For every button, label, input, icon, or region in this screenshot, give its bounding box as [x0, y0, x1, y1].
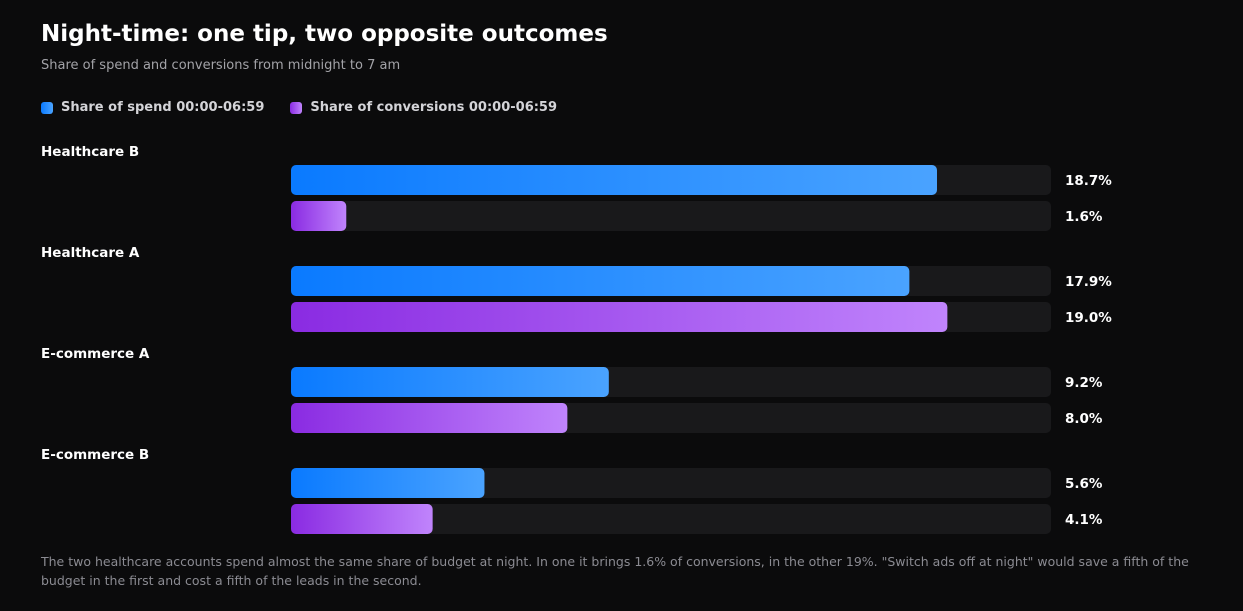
value-label-conversions-healthcare-b: 1.6%: [1065, 209, 1103, 225]
category-label-healthcare-a: Healthcare A: [41, 245, 140, 261]
bar-spend-e-commerce-b: [291, 468, 485, 498]
bar-conversions-healthcare-b: [291, 201, 347, 231]
legend-swatch-conversions: [290, 101, 303, 114]
value-label-conversions-e-commerce-a: 8.0%: [1065, 411, 1103, 427]
bar-track: [291, 504, 1051, 534]
bar-spend-healthcare-a: [291, 266, 910, 296]
value-label-spend-healthcare-a: 17.9%: [1065, 274, 1112, 290]
bar-spend-healthcare-b: [291, 165, 937, 195]
bar-spend-e-commerce-a: [291, 367, 609, 397]
chart-footnote: The two healthcare accounts spend almost…: [41, 554, 1189, 588]
value-label-conversions-e-commerce-b: 4.1%: [1065, 512, 1103, 528]
value-label-spend-e-commerce-a: 9.2%: [1065, 375, 1103, 391]
chart-title: Night-time: one tip, two opposite outcom…: [41, 21, 608, 47]
value-label-spend-e-commerce-b: 5.6%: [1065, 476, 1103, 492]
category-label-e-commerce-a: E-commerce A: [41, 346, 150, 362]
bar-conversions-e-commerce-b: [291, 504, 433, 534]
category-label-healthcare-b: Healthcare B: [41, 144, 139, 160]
bar-conversions-healthcare-a: [291, 302, 948, 332]
category-label-e-commerce-b: E-commerce B: [41, 447, 149, 463]
value-label-conversions-healthcare-a: 19.0%: [1065, 310, 1112, 326]
bar-conversions-e-commerce-a: [291, 403, 568, 433]
value-label-spend-healthcare-b: 18.7%: [1065, 173, 1112, 189]
legend-item-spend: Share of spend 00:00-06:59: [41, 100, 264, 115]
legend-label-conversions: Share of conversions 00:00-06:59: [310, 100, 558, 115]
bar-track: [291, 201, 1051, 231]
legend-item-conversions: Share of conversions 00:00-06:59: [290, 100, 557, 115]
legend-swatch-spend: [41, 101, 53, 114]
legend-label-spend: Share of spend 00:00-06:59: [61, 100, 265, 115]
chart-subtitle: Share of spend and conversions from midn…: [41, 58, 401, 73]
legend: Share of spend 00:00-06:59 Share of conv…: [41, 100, 557, 115]
